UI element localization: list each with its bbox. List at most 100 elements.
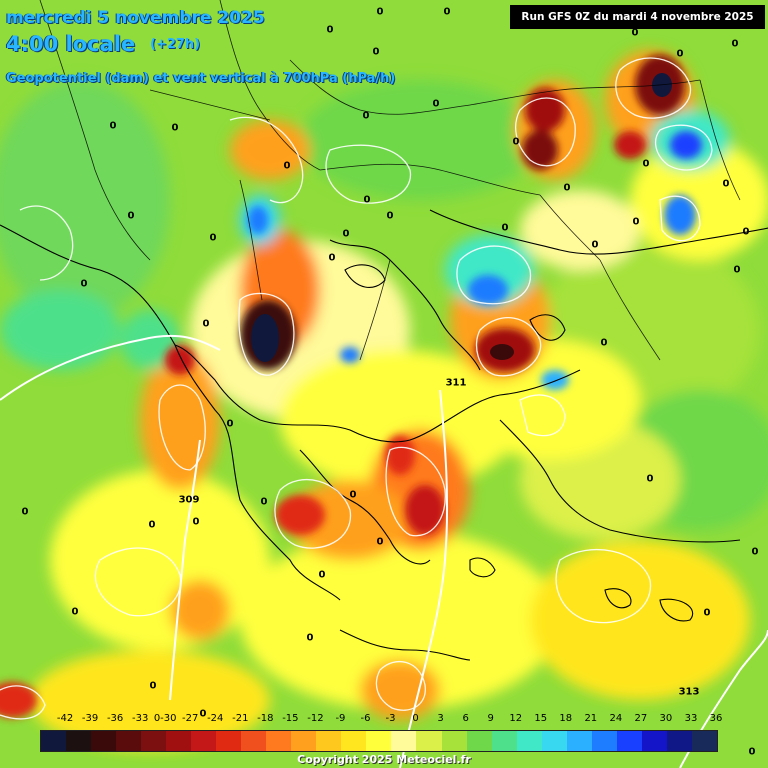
contour-label: 0 bbox=[342, 228, 350, 240]
legend-tick-label: -12 bbox=[307, 713, 324, 724]
legend-tick-label: 12 bbox=[509, 713, 523, 724]
contour-label: 0 bbox=[748, 746, 756, 758]
legend-swatch bbox=[416, 731, 442, 751]
legend-tick-label: -6 bbox=[360, 713, 371, 724]
contour-label: 0 bbox=[646, 473, 654, 485]
legend-swatch bbox=[541, 731, 567, 751]
legend-tick-label: 24 bbox=[609, 713, 623, 724]
contour-label: 0 bbox=[591, 239, 599, 251]
contour-label: 0 bbox=[722, 178, 730, 190]
contour-label: 311 bbox=[445, 377, 467, 389]
legend-swatch bbox=[116, 731, 142, 751]
contour-label: 309 bbox=[178, 494, 200, 506]
legend-swatch bbox=[41, 731, 67, 751]
contour-label: 313 bbox=[678, 686, 700, 698]
legend-swatch bbox=[516, 731, 542, 751]
legend-tick-label: 15 bbox=[534, 713, 548, 724]
legend-tick-label: 9 bbox=[487, 713, 494, 724]
legend-swatch bbox=[66, 731, 92, 751]
legend-tick-label: -18 bbox=[257, 713, 274, 724]
contour-label: 0 bbox=[563, 182, 571, 194]
contour-label: 0 bbox=[376, 6, 384, 18]
legend-tick-label: -39 bbox=[81, 713, 99, 724]
legend-tick-label: -27 bbox=[182, 713, 199, 724]
legend-swatch bbox=[691, 731, 717, 751]
legend-tick-label: -21 bbox=[232, 713, 249, 724]
legend-swatch bbox=[141, 731, 167, 751]
contour-label: 0 bbox=[703, 607, 711, 619]
contour-label: 0 bbox=[109, 120, 117, 132]
legend-swatch bbox=[291, 731, 317, 751]
legend-tick-label: 30 bbox=[659, 713, 673, 724]
contour-label: 0 bbox=[80, 278, 88, 290]
contour-label: 0 bbox=[733, 264, 741, 276]
legend-color-bar bbox=[40, 730, 718, 752]
contour-label: 0 bbox=[148, 519, 156, 531]
contour-label: 0 bbox=[306, 632, 314, 644]
parameter-title: Geopotentiel (dam) et vent vertical à 70… bbox=[6, 71, 396, 86]
legend-tick-labels: -42 -39 -36 -33 0-30 -27 -24 -21 -18 -15 -12 -9 -6 -3… bbox=[40, 713, 723, 727]
contour-label: 0 bbox=[363, 194, 371, 206]
legend-tick-label: -36 bbox=[106, 713, 124, 724]
legend-tick-label: -9 bbox=[335, 713, 346, 724]
contour-label: 0 bbox=[209, 232, 217, 244]
contour-label: 0 bbox=[751, 546, 759, 558]
legend-tick-label: -42 bbox=[56, 713, 74, 724]
contour-label: 0 bbox=[283, 160, 291, 172]
legend-tick-label: 33 bbox=[684, 713, 698, 724]
forecast-offset: (+27h) bbox=[150, 37, 201, 52]
legend-swatch bbox=[316, 731, 342, 751]
contour-label: 0 bbox=[376, 536, 384, 548]
legend-tick-label: -33 bbox=[131, 713, 149, 724]
contour-label: 0 bbox=[171, 122, 179, 134]
legend-tick-label: -3 bbox=[385, 713, 396, 724]
contour-label: 0 bbox=[362, 110, 370, 122]
contour-label: 0 bbox=[226, 418, 234, 430]
legend-tick-label: -24 bbox=[207, 713, 224, 724]
legend-swatch bbox=[191, 731, 217, 751]
contour-label: 0 bbox=[326, 24, 334, 36]
contour-label: 0 bbox=[676, 48, 684, 60]
legend-swatch bbox=[466, 731, 492, 751]
contour-label: 0 bbox=[501, 222, 509, 234]
contour-label: 0 bbox=[742, 226, 750, 238]
legend-swatch bbox=[616, 731, 642, 751]
contour-label: 0 bbox=[199, 708, 207, 720]
legend-tick-label: -15 bbox=[282, 713, 299, 724]
contour-label: 0 bbox=[192, 516, 200, 528]
legend-swatch bbox=[441, 731, 467, 751]
contour-label: 0 bbox=[443, 6, 451, 18]
contour-label: 0 bbox=[386, 210, 394, 222]
legend-swatch bbox=[216, 731, 242, 751]
legend-tick-label: 3 bbox=[437, 713, 444, 724]
legend-swatch bbox=[366, 731, 392, 751]
legend-swatch bbox=[641, 731, 667, 751]
legend-swatch bbox=[566, 731, 592, 751]
contour-label: 0 bbox=[149, 680, 157, 692]
forecast-date-title: mercredi 5 novembre 2025 bbox=[6, 8, 265, 28]
copyright-text: Copyright 2025 Meteociel.fr bbox=[297, 753, 471, 766]
legend-tick-label: 27 bbox=[634, 713, 648, 724]
legend-swatch bbox=[266, 731, 292, 751]
run-info-text: Run GFS 0Z du mardi 4 novembre 2025 bbox=[521, 11, 754, 23]
contour-label: 0 bbox=[600, 337, 608, 349]
legend-swatch bbox=[341, 731, 367, 751]
forecast-time-title: 4:00 locale bbox=[6, 32, 136, 56]
run-info-box: Run GFS 0Z du mardi 4 novembre 2025 bbox=[510, 5, 765, 29]
legend-swatch bbox=[666, 731, 692, 751]
legend-tick-label: 18 bbox=[559, 713, 573, 724]
legend-swatch bbox=[591, 731, 617, 751]
contour-label: 0 bbox=[432, 98, 440, 110]
contour-label: 0 bbox=[631, 27, 639, 39]
legend-swatch bbox=[241, 731, 267, 751]
field-cores bbox=[0, 55, 702, 718]
legend-tick-label: 36 bbox=[709, 713, 723, 724]
contour-label: 0 bbox=[731, 38, 739, 50]
legend-swatch bbox=[91, 731, 117, 751]
legend-tick-label: 0 bbox=[412, 713, 419, 724]
legend-swatch bbox=[491, 731, 517, 751]
